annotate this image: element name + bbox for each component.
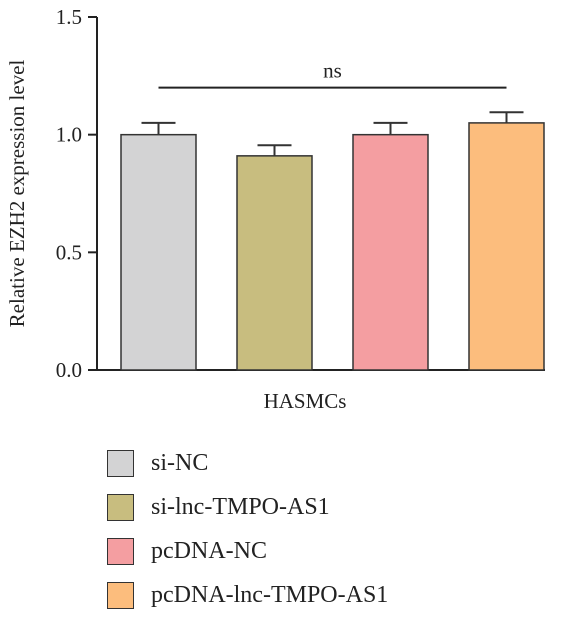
significance-label: ns: [323, 59, 342, 83]
significance-annotation: ns: [158, 59, 507, 89]
y-tick-label: 0.5: [56, 240, 82, 264]
bar: [236, 155, 313, 371]
legend-swatch: [107, 450, 134, 477]
y-axis-title: Relative EZH2 expression level: [5, 60, 29, 328]
legend-swatch: [107, 538, 134, 565]
x-axis-title: HASMCs: [264, 389, 347, 413]
y-tick-label: 1.0: [56, 123, 82, 147]
bars: [120, 122, 545, 371]
legend-label: si-lnc-TMPO-AS1: [151, 494, 330, 520]
legend-swatch: [107, 494, 134, 521]
bar-chart: 0.0 0.5 1.0 1.5 ns Relative EZH2 expression…: [5, 5, 545, 413]
legend-label: pcDNA-NC: [151, 538, 267, 564]
bar: [468, 122, 545, 371]
y-tick-label: 1.5: [56, 5, 82, 29]
error-bars: [141, 111, 524, 156]
legend-swatch: [107, 582, 134, 609]
legend-label: si-NC: [151, 450, 209, 476]
bar: [120, 133, 197, 371]
legend-label: pcDNA-lnc-TMPO-AS1: [151, 582, 389, 608]
y-tick-label: 0.0: [56, 358, 82, 382]
bar: [352, 133, 429, 371]
